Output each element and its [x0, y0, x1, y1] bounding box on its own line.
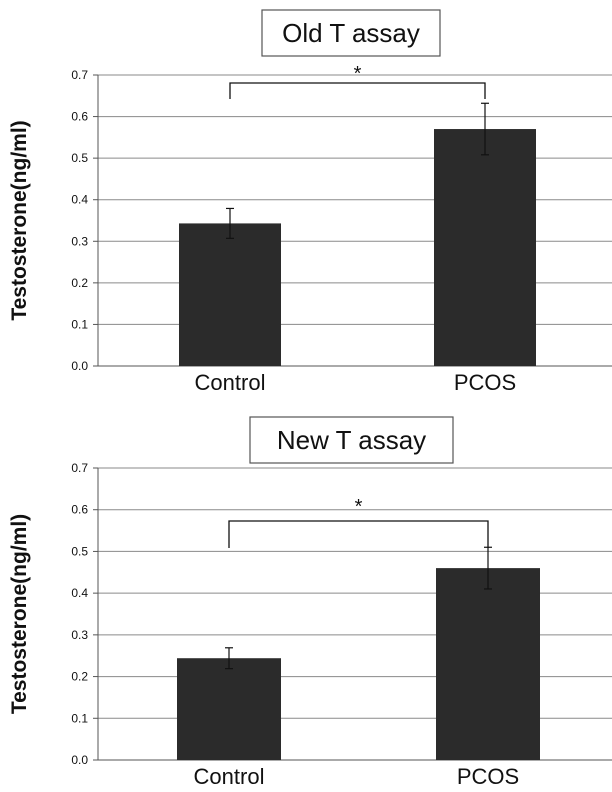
- y-tick-label: 0.6: [71, 110, 88, 124]
- error-bar-control: [225, 647, 233, 670]
- chart-1: 0.0 0.1 0.2 0.3 0.4 0.5 0.6 0.7 Control PCOS * Old …: [8, 9, 612, 395]
- bar-pcos: [436, 568, 540, 760]
- significance-bracket: [229, 82, 486, 99]
- significance-bracket: [228, 520, 489, 548]
- y-tick-label: 0.5: [71, 151, 88, 165]
- bar-control: [179, 223, 281, 366]
- bar-pcos: [434, 129, 536, 366]
- y-tick-label: 0.2: [71, 670, 88, 684]
- y-tick-label: 0.1: [71, 317, 88, 331]
- significance-label: *: [355, 496, 363, 518]
- chart-title: Old T assay: [282, 18, 420, 48]
- y-tick-label: 0.1: [71, 711, 88, 725]
- y-tick-label: 0.3: [71, 628, 88, 642]
- y-axis-label: Testosterone(ng/ml): [8, 514, 31, 714]
- y-tick-label: 0.0: [71, 753, 88, 767]
- chart-2: 0.0 0.1 0.2 0.3 0.4 0.5 0.6 0.7 Control PCOS * New …: [8, 416, 612, 789]
- y-tick-label: 0.4: [71, 193, 88, 207]
- y-tick-label: 0.2: [71, 276, 88, 290]
- y-tick-label: 0.4: [71, 586, 88, 600]
- y-tick-label: 0.6: [71, 503, 88, 517]
- x-tick-label: PCOS: [457, 764, 519, 789]
- chart-title-box: [261, 9, 441, 57]
- y-tick-label: 0.3: [71, 234, 88, 248]
- y-tick-label: 0.7: [71, 461, 88, 475]
- error-bar-control: [226, 207, 234, 239]
- chart-title: New T assay: [277, 425, 426, 455]
- x-tick-label: Control: [194, 764, 265, 789]
- x-tick-label: Control: [195, 370, 266, 395]
- x-tick-label: PCOS: [454, 370, 516, 395]
- bar-control: [177, 658, 281, 760]
- y-tick-label: 0.5: [71, 544, 88, 558]
- y-tick-label: 0.7: [71, 68, 88, 82]
- y-axis-label: Testosterone(ng/ml): [8, 120, 31, 320]
- y-tick-label: 0.0: [71, 359, 88, 373]
- chart-title-box: [249, 416, 454, 464]
- error-bar-pcos: [481, 102, 489, 156]
- significance-label: *: [354, 63, 362, 85]
